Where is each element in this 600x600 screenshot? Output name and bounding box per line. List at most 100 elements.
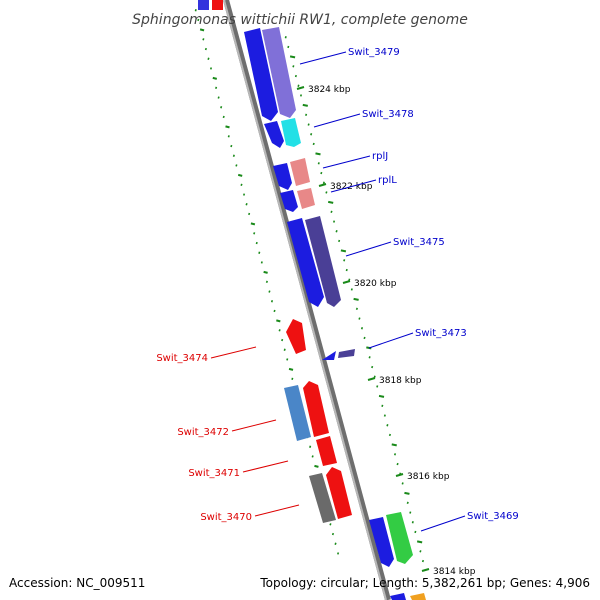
- kbp-label: 3824 kbp: [308, 85, 351, 95]
- gene-feature-swit-3474[interactable]: [286, 319, 306, 354]
- chart-title: Sphingomonas wittichii RW1, complete gen…: [132, 12, 468, 28]
- tick-mark: [287, 45, 290, 49]
- gene-feature-swit-3471[interactable]: [303, 381, 329, 437]
- tick-mark: [343, 259, 346, 262]
- tick-mark: [217, 96, 220, 99]
- gene-label-swit-3473[interactable]: Swit_3473: [415, 328, 467, 339]
- tick-mark: [197, 18, 200, 22]
- kbp-tick: [395, 473, 404, 477]
- gene-feature-swit-3473[interactable]: [338, 349, 355, 358]
- tick-mark: [371, 365, 374, 369]
- gene-label-swit-3474[interactable]: Swit_3474: [156, 353, 208, 364]
- clipped-gene-block[interactable]: [212, 0, 223, 10]
- outer-tick-marks: [284, 36, 425, 563]
- tick-mark: [381, 404, 384, 408]
- gene-label-rpll[interactable]: rplL: [378, 175, 397, 186]
- tick-mark: [411, 521, 414, 524]
- tick-mark: [317, 162, 320, 165]
- cds-feature[interactable]: [322, 351, 336, 360]
- tick-mark: [396, 462, 399, 466]
- tick-mark: [312, 142, 315, 146]
- tick-mark: [325, 191, 328, 194]
- gene-label-leader: [231, 419, 277, 432]
- gene-feature-orange[interactable]: [410, 593, 426, 600]
- tick-mark: [309, 445, 312, 448]
- tick-mark: [258, 251, 261, 254]
- gene-label-swit-3470[interactable]: Swit_3470: [200, 512, 252, 523]
- tick-mark: [391, 443, 397, 447]
- tick-mark: [419, 550, 422, 553]
- tick-mark: [278, 329, 281, 332]
- gene-label-swit-3478[interactable]: Swit_3478: [362, 109, 414, 120]
- tick-mark: [286, 358, 289, 361]
- kbp-tick: [296, 86, 305, 90]
- tick-mark: [358, 317, 361, 320]
- gene-label-leader: [242, 460, 289, 473]
- tick-mark: [368, 356, 371, 359]
- tick-mark: [350, 288, 353, 291]
- tick-mark: [194, 9, 197, 12]
- kbp-tick: [421, 568, 430, 572]
- tick-mark: [227, 135, 230, 138]
- tick-mark: [416, 540, 423, 544]
- tick-mark: [353, 297, 359, 301]
- tick-mark: [299, 94, 303, 97]
- gene-feature-gray[interactable]: [309, 473, 336, 523]
- gene-label-leader: [345, 241, 392, 257]
- tick-mark: [331, 532, 335, 536]
- gene-labels: Swit_3479 Swit_3478 rplJ rplL Swit_3475 Swit_…: [156, 47, 519, 532]
- gene-feature-rpll[interactable]: [297, 188, 315, 209]
- cds-feature[interactable]: [369, 517, 394, 567]
- gene-label-swit-3469[interactable]: Swit_3469: [467, 511, 519, 522]
- tick-mark: [276, 319, 281, 323]
- tick-mark: [260, 261, 263, 264]
- tick-mark: [291, 377, 294, 381]
- gene-label-swit-3475[interactable]: Swit_3475: [393, 237, 445, 248]
- gene-label-rplj[interactable]: rplJ: [372, 151, 388, 162]
- cds-feature[interactable]: [287, 218, 324, 307]
- gene-feature-rplj[interactable]: [290, 158, 310, 186]
- tick-mark: [363, 336, 366, 340]
- tick-mark: [421, 559, 425, 563]
- tick-mark: [305, 113, 308, 117]
- tick-mark: [199, 28, 205, 32]
- cds-feature[interactable]: [280, 190, 298, 212]
- kbp-tick: [367, 377, 376, 381]
- gene-label-swit-3479[interactable]: Swit_3479: [348, 47, 400, 58]
- tick-mark: [235, 164, 238, 167]
- tick-mark: [315, 152, 321, 156]
- tick-mark: [406, 501, 409, 505]
- gene-label-leader: [420, 515, 466, 532]
- tick-mark: [328, 200, 334, 204]
- tick-mark: [302, 103, 308, 107]
- gene-label-swit-3471[interactable]: Swit_3471: [188, 468, 240, 479]
- tick-mark: [294, 74, 297, 78]
- tick-mark: [330, 210, 333, 214]
- kbp-label: 3818 kbp: [379, 376, 422, 386]
- gene-feature-swit-3478[interactable]: [281, 118, 301, 147]
- tick-mark: [265, 280, 268, 284]
- gene-feature-swit-3475[interactable]: [305, 216, 341, 307]
- tick-mark: [212, 76, 218, 80]
- cds-feature[interactable]: [264, 121, 284, 148]
- tick-mark: [310, 133, 313, 136]
- tick-mark: [320, 171, 323, 175]
- cds-feature[interactable]: [273, 163, 292, 190]
- gene-label-swit-3472[interactable]: Swit_3472: [177, 427, 229, 438]
- gene-feature-swit-3469[interactable]: [386, 512, 413, 564]
- tick-mark: [248, 212, 251, 216]
- clipped-gene-block[interactable]: [198, 0, 209, 10]
- tick-mark: [314, 464, 319, 468]
- gene-feature-swit-3470[interactable]: [326, 467, 352, 519]
- tick-mark: [250, 222, 256, 226]
- gene-feature-swit-3471[interactable]: [316, 436, 337, 466]
- gene-feature-swit-3479[interactable]: [262, 27, 296, 118]
- tick-mark: [204, 47, 207, 51]
- accession-label: Accession: NC_009511: [9, 576, 145, 590]
- cds-feature[interactable]: [244, 28, 278, 121]
- tick-mark: [289, 55, 296, 59]
- gene-feature-swit-3472[interactable]: [284, 385, 311, 441]
- cds-feature[interactable]: [390, 593, 406, 600]
- tick-mark: [284, 36, 287, 39]
